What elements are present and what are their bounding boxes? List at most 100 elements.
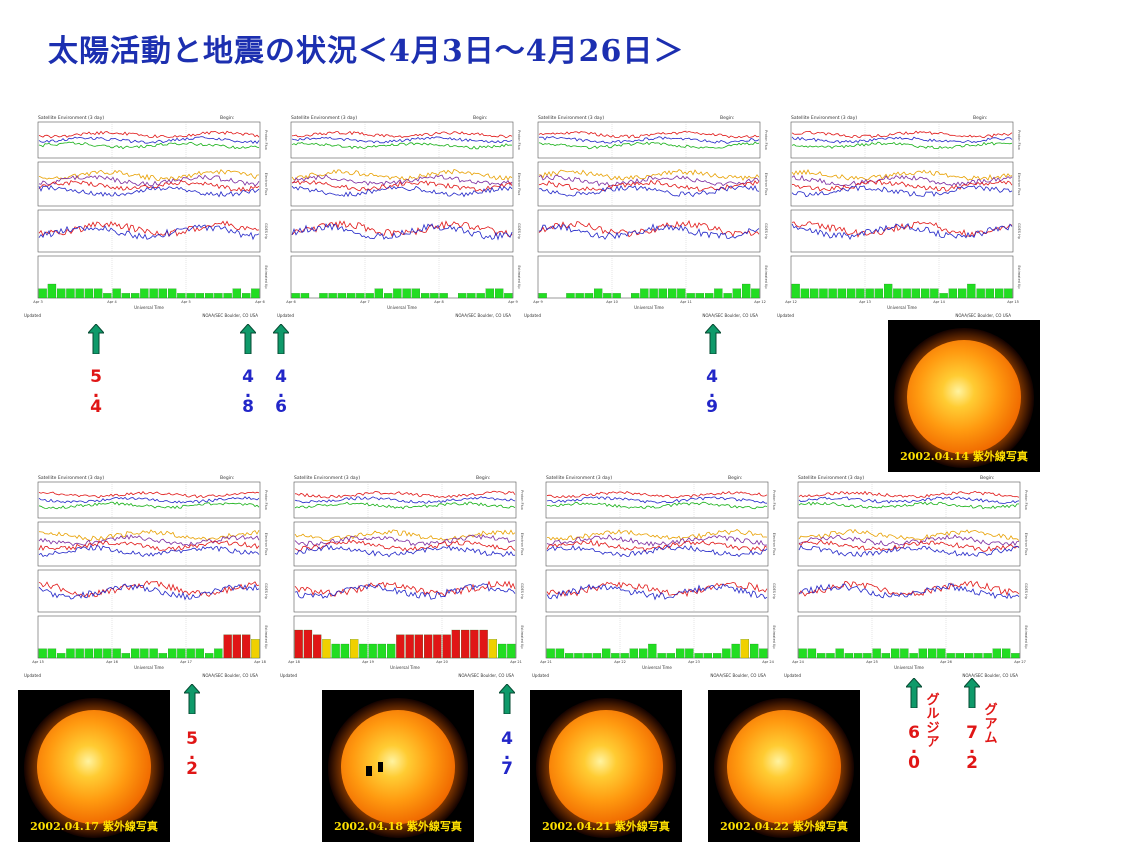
kp-bar	[411, 288, 421, 299]
kp-bar	[66, 648, 75, 659]
kp-bar	[365, 293, 374, 299]
kp-bar	[714, 288, 723, 299]
sunspot-mark	[366, 766, 372, 776]
data-series-line	[38, 583, 260, 601]
data-series-line	[294, 534, 516, 547]
data-series-line	[791, 223, 1013, 240]
sun-disc	[37, 710, 151, 824]
panel-footer-updated: Updated	[277, 313, 294, 318]
data-series-line	[294, 501, 516, 510]
data-series-line	[38, 136, 260, 145]
quake-magnitude: 4.8	[242, 367, 254, 417]
x-tick-label: Apr 26	[940, 660, 952, 664]
axis-label: Proton Flux	[520, 490, 524, 510]
axis-label: Proton Flux	[1024, 490, 1028, 510]
kp-bar	[75, 648, 84, 659]
kp-bar	[816, 653, 826, 659]
quake-magnitude: 7.2	[966, 723, 978, 773]
kp-bar	[140, 288, 149, 299]
axis-label: Estimated Kp	[772, 625, 776, 649]
panel-header-begin: Begin:	[728, 475, 742, 481]
kp-bar	[967, 283, 976, 299]
axis-label: GOES Hp	[264, 223, 268, 240]
panel-frame	[37, 615, 261, 659]
kp-bar	[893, 288, 902, 299]
kp-bar	[666, 653, 676, 659]
sun-caption: 2002.04.22 紫外線写真	[720, 820, 848, 833]
data-series-line	[546, 581, 768, 598]
data-series-line	[38, 179, 260, 192]
x-tick-label: Apr 18	[288, 660, 300, 664]
kp-bar	[223, 293, 232, 299]
kp-bar	[424, 634, 433, 659]
data-series-line	[294, 529, 516, 542]
kp-bar	[826, 653, 835, 659]
kp-bar	[84, 648, 94, 659]
data-series-line	[798, 501, 1020, 510]
x-tick-label: Apr 15	[32, 660, 44, 664]
x-tick-label: Apr 16	[106, 660, 118, 664]
kp-bar	[958, 288, 967, 299]
kp-bar	[158, 653, 168, 659]
satellite-panel: Satellite Environment (3 day) Begin: Proto…	[530, 472, 778, 682]
satellite-environment-chart: Satellite Environment (3 day) Begin: Proto…	[784, 475, 1028, 678]
panel-header-title: Satellite Environment (3 day)	[38, 475, 104, 481]
kp-bar	[574, 653, 583, 659]
kp-bar	[205, 653, 214, 659]
x-tick-label: Apr 6	[286, 300, 295, 304]
kp-bar	[374, 288, 384, 299]
data-series-line	[38, 174, 260, 187]
x-tick-label: Apr 9	[508, 300, 517, 304]
kp-bar	[56, 653, 66, 659]
panel-frame	[537, 255, 761, 299]
panel-frame	[545, 569, 769, 613]
data-series-line	[546, 490, 768, 499]
x-tick-label: Apr 27	[1014, 660, 1026, 664]
up-arrow-icon	[906, 678, 922, 708]
data-series-line	[798, 582, 1020, 600]
x-tick-label: Apr 9	[533, 300, 542, 304]
kp-bar	[121, 653, 131, 659]
kp-bar	[648, 643, 657, 659]
kp-bar	[322, 639, 331, 659]
panel-header-title: Satellite Environment (3 day)	[294, 475, 360, 481]
kp-bar	[686, 293, 695, 299]
kp-bar	[759, 648, 768, 659]
data-series-line	[38, 141, 260, 150]
kp-bar	[995, 288, 1004, 299]
data-series-line	[798, 539, 1020, 552]
data-series-line	[798, 490, 1020, 499]
kp-bar	[742, 283, 751, 299]
data-series-line	[538, 220, 760, 238]
kp-bar	[566, 293, 575, 299]
data-series-line	[791, 130, 1013, 139]
panel-frame	[797, 521, 1021, 567]
x-tick-label: Apr 6	[255, 300, 264, 304]
panel-footer-source: NOAA/SEC Boulder, CO USA	[455, 313, 511, 318]
data-series-line	[294, 490, 516, 499]
panel-footer-updated: Updated	[524, 313, 541, 318]
panel-frame	[293, 521, 517, 567]
kp-bar	[592, 653, 602, 659]
satellite-panel: Satellite Environment (3 day) Begin: Proto…	[278, 472, 526, 682]
quake-location: グルジア	[926, 693, 940, 750]
data-series-line	[38, 529, 260, 542]
kp-bar	[992, 648, 1002, 659]
kp-bar	[331, 643, 340, 659]
data-series-line	[294, 580, 516, 598]
kp-bar	[946, 653, 955, 659]
panel-frame	[545, 481, 769, 519]
axis-label: Estimated Kp	[764, 265, 768, 289]
panel-header-begin: Begin:	[720, 115, 734, 121]
data-series-line	[538, 223, 760, 240]
kp-bar	[232, 634, 242, 659]
data-series-line	[38, 501, 260, 510]
sun-caption: 2002.04.21 紫外線写真	[542, 820, 670, 833]
kp-bar	[985, 288, 995, 299]
x-tick-label: Apr 20	[436, 660, 448, 664]
data-series-line	[294, 545, 516, 558]
kp-bar	[649, 288, 658, 299]
axis-label: GOES Hp	[772, 583, 776, 600]
axis-label: Electron Flux	[1017, 173, 1021, 196]
axis-label: Electron Flux	[764, 173, 768, 196]
